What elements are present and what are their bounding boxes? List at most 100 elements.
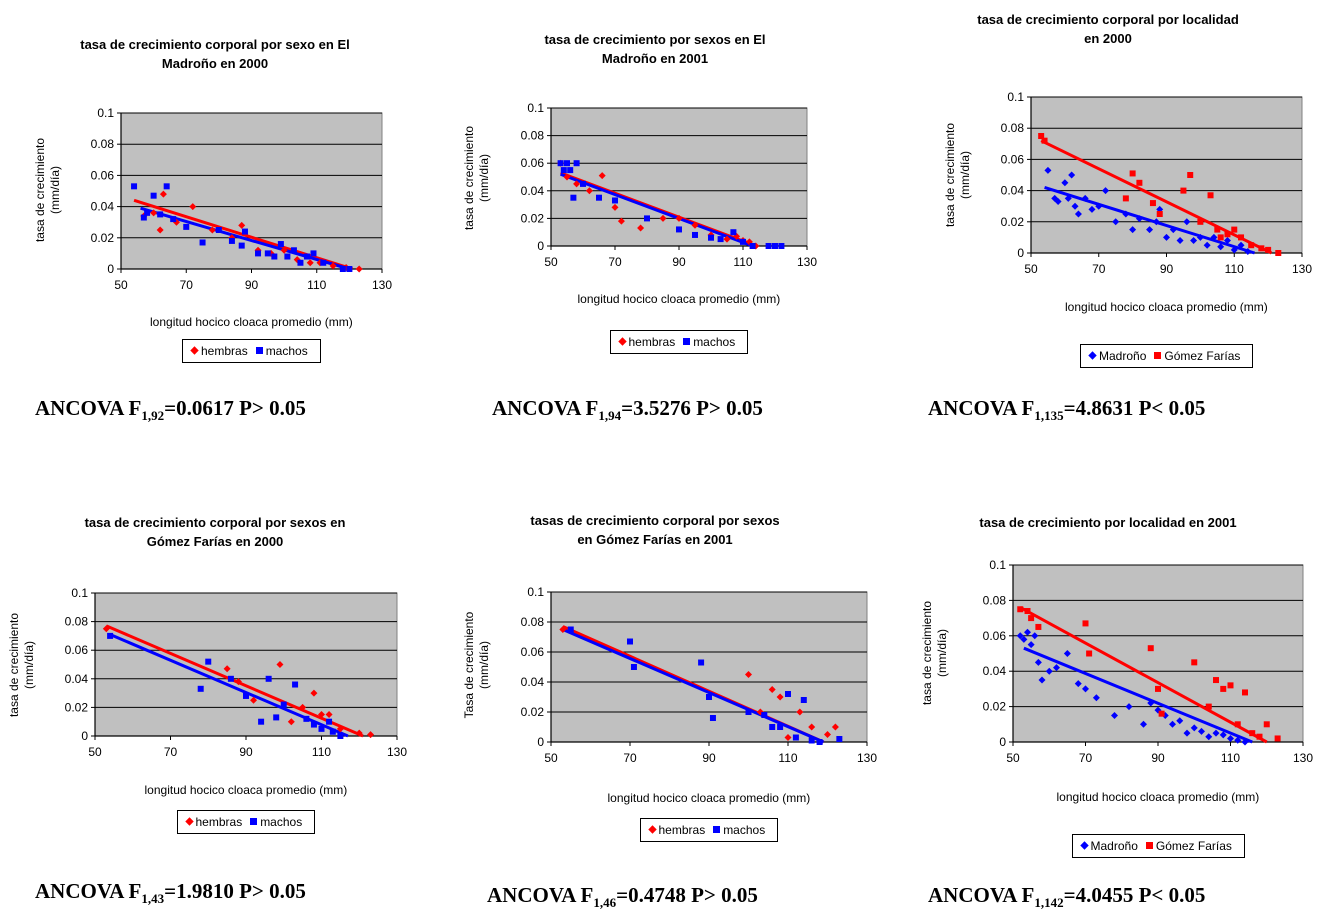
data-point	[228, 237, 235, 244]
data-point	[1149, 200, 1156, 207]
data-point	[1156, 211, 1163, 217]
chart-legend: hembras machos	[176, 810, 316, 834]
ancova-statistic: =3.5276 P> 0.05	[621, 396, 763, 420]
y-axis-label-line: Tasa de crecimiento	[462, 611, 476, 719]
data-point	[749, 243, 756, 249]
ancova-df: 1,94	[598, 408, 622, 423]
data-point	[691, 221, 699, 229]
data-point	[277, 241, 284, 248]
data-point	[150, 209, 158, 217]
x-tick-label: 110	[1221, 751, 1240, 765]
data-point	[280, 701, 287, 708]
data-point	[163, 183, 170, 190]
data-point	[611, 203, 619, 211]
ancova-df: 1,43	[141, 891, 165, 906]
data-point	[1198, 727, 1205, 735]
x-tick-label: 70	[180, 278, 194, 292]
data-point	[573, 160, 580, 167]
data-point	[1111, 711, 1118, 719]
x-tick-label: 130	[797, 255, 817, 269]
data-point	[559, 626, 567, 633]
ancova-statistic: =1.9810 P> 0.05	[164, 879, 306, 903]
chart-title: tasa de crecimiento corporal por sexos e…	[0, 513, 430, 551]
y-axis-label-line: (mm/día)	[958, 151, 972, 199]
legend-marker-icon	[1145, 842, 1153, 850]
y-tick-label: 0.06	[983, 629, 1007, 643]
legend-label: machos	[723, 823, 766, 837]
x-tick-label: 90	[1151, 751, 1165, 765]
legend-label: hembras	[628, 335, 676, 349]
data-point	[560, 167, 567, 174]
ancova-prefix: ANCOVA F	[492, 396, 599, 420]
data-point	[1125, 703, 1133, 711]
scatter-plot: 0 0.02 0.04 0.06 0.08 0.1 50 70 90 110 130	[91, 106, 393, 292]
chart-panel-p4: tasa de crecimiento corporal por sexos e…	[0, 465, 430, 907]
data-point	[310, 689, 318, 697]
x-axis-label: longitud hocico cloaca promedio (mm)	[144, 783, 348, 797]
ancova-result: ANCOVA F1,94=3.5276 P> 0.05	[492, 396, 763, 424]
data-point	[1196, 233, 1204, 241]
data-point	[1122, 210, 1130, 218]
chart-title-line: Gómez Farías en 2000	[146, 534, 284, 549]
data-point	[580, 180, 586, 187]
x-tick-label: 110	[733, 255, 752, 269]
x-tick-label: 70	[1092, 262, 1106, 276]
data-point	[189, 203, 197, 211]
ancova-result: ANCOVA F1,135=4.8631 P< 0.05	[928, 396, 1205, 424]
data-point	[1061, 179, 1069, 187]
ancova-df: 1,142	[1034, 895, 1064, 910]
y-tick-label: 0.04	[983, 664, 1007, 678]
data-point	[1258, 245, 1265, 252]
data-point	[144, 209, 151, 216]
chart-panel-p1: tasa de crecimiento corporal por sexo en…	[0, 0, 430, 440]
data-point	[197, 685, 204, 692]
data-point	[367, 731, 375, 739]
y-tick-label: 0.1	[1007, 90, 1024, 104]
data-point	[1274, 735, 1281, 742]
data-point	[1210, 233, 1218, 241]
data-point	[329, 262, 337, 270]
y-axis-label-line: (mm/día)	[22, 641, 36, 689]
ancova-result: ANCOVA F1,92=0.0617 P> 0.05	[35, 396, 306, 424]
data-point	[1227, 734, 1234, 742]
data-point	[1237, 241, 1245, 249]
data-point	[709, 715, 716, 721]
data-point	[1068, 171, 1076, 179]
data-point	[1071, 202, 1079, 210]
data-point	[336, 725, 344, 733]
data-point	[1163, 233, 1170, 241]
ancova-result: ANCOVA F1,43=1.9810 P> 0.05	[35, 879, 306, 907]
chart-title-line: Madroño en 2001	[601, 51, 709, 66]
trend-line-madro-o	[1023, 646, 1253, 744]
data-point	[131, 183, 138, 190]
data-point	[1147, 699, 1155, 707]
data-point	[1074, 210, 1082, 218]
x-axis-label: longitud hocico cloaca promedio (mm)	[577, 292, 781, 306]
data-point	[170, 216, 177, 223]
data-point	[573, 180, 581, 188]
data-point	[659, 214, 667, 222]
data-point	[355, 729, 363, 737]
data-point	[785, 691, 791, 697]
data-point	[808, 737, 815, 744]
y-axis-label: Tasa de crecimiento (mm/día)	[462, 600, 492, 730]
data-point	[1190, 724, 1198, 732]
data-point	[157, 211, 164, 218]
x-tick-label: 110	[312, 745, 331, 759]
data-point	[585, 187, 593, 195]
data-point	[1095, 202, 1103, 210]
data-point	[1227, 682, 1234, 689]
data-point	[1053, 664, 1060, 672]
y-tick-label: 0.06	[521, 645, 545, 659]
plot-area	[94, 592, 398, 737]
y-tick-label: 0.02	[1001, 215, 1025, 229]
plot-area	[550, 591, 868, 743]
data-point	[800, 697, 807, 703]
y-axis-label-line: tasa de crecimiento	[33, 137, 47, 243]
data-point	[761, 712, 768, 718]
data-point	[1129, 170, 1136, 177]
y-tick-label: 0.02	[65, 700, 89, 714]
data-point	[234, 678, 242, 686]
y-tick-label: 0.06	[91, 168, 115, 182]
data-point	[745, 238, 753, 246]
